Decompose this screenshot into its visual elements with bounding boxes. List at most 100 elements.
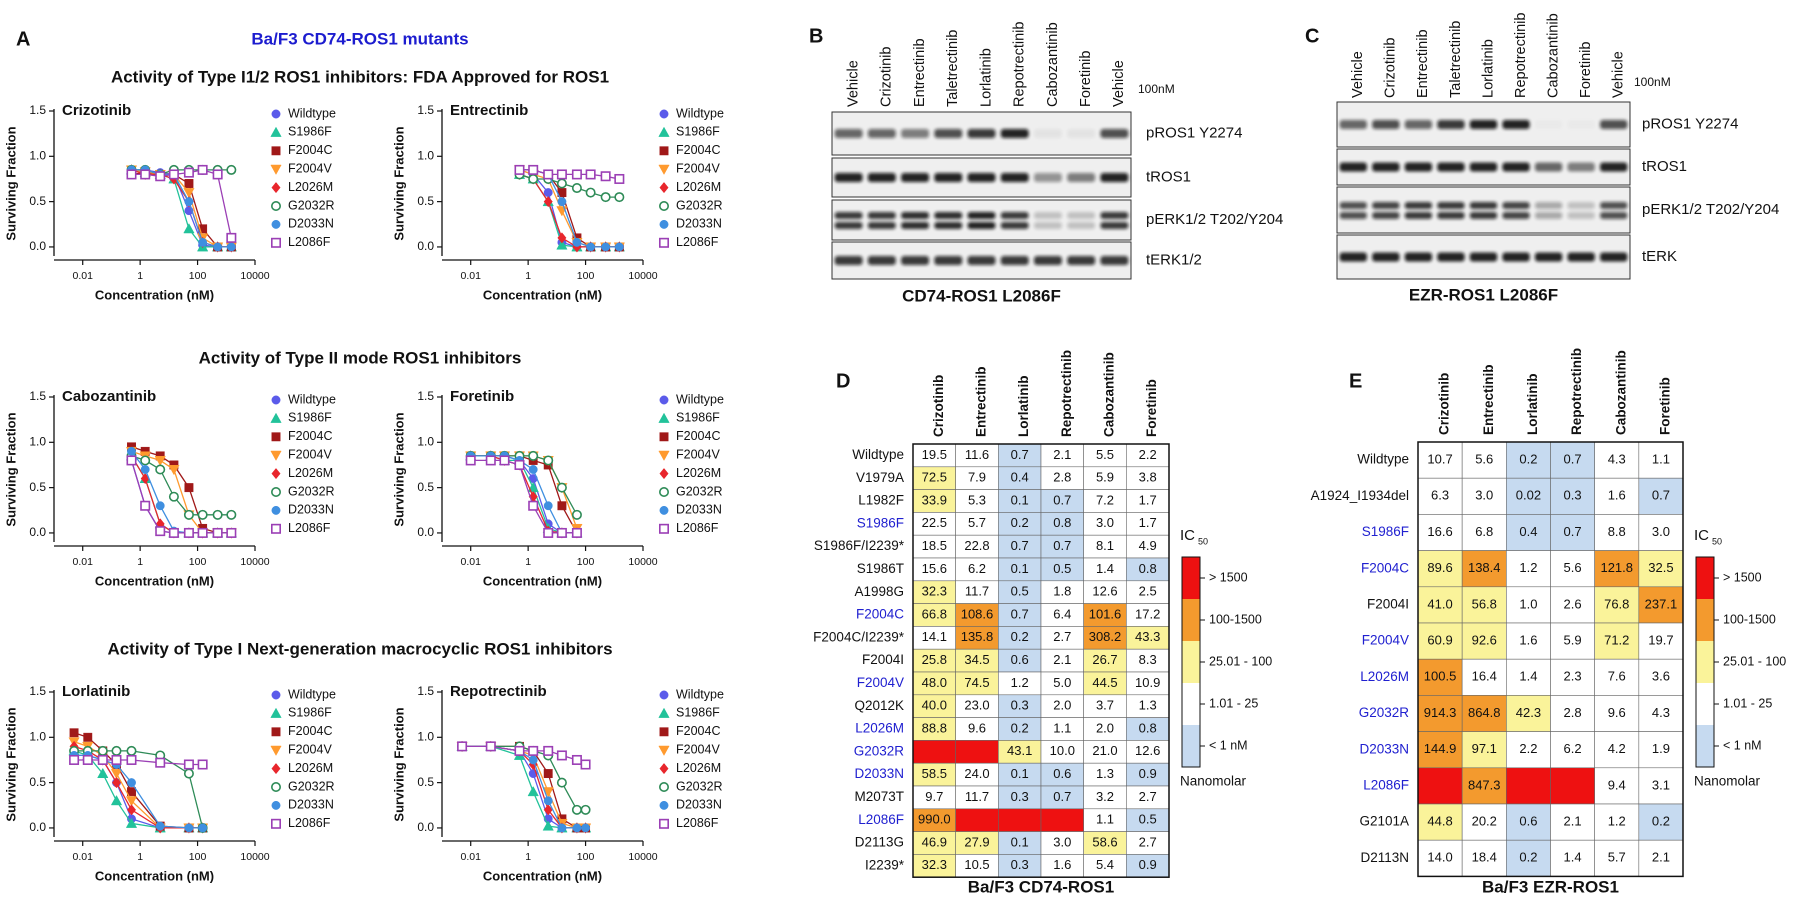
blot-band: [1372, 162, 1400, 172]
legend-marker: [659, 690, 669, 700]
data-point: [528, 173, 539, 184]
x-tick-label: 10000: [628, 270, 657, 282]
legend-marker: [659, 505, 669, 515]
legend-label: L2086F: [676, 235, 719, 249]
cell-value: 32.5: [1648, 560, 1673, 575]
blot-band: [1502, 162, 1530, 172]
blot-band: [1534, 162, 1563, 172]
legend-label: G2032R: [288, 484, 335, 498]
cell: [1594, 622, 1640, 660]
legend-title-sub: 50: [1198, 536, 1208, 546]
cell-value: 0.1: [1011, 834, 1029, 849]
cell-value: 46.9: [922, 834, 947, 849]
blot-band: [1033, 212, 1062, 219]
data-point: [126, 455, 137, 466]
legend-marker: [658, 164, 670, 175]
cell-value: 0.2: [1519, 850, 1537, 865]
data-point: [197, 759, 208, 770]
cell-value: 33.9: [922, 492, 947, 507]
cell-value: 0.4: [1519, 524, 1537, 539]
cell: [1417, 550, 1463, 588]
cell: [1417, 839, 1463, 877]
y-tick-label: 0.0: [29, 525, 46, 539]
x-axis-label: Concentration (nM): [95, 287, 214, 302]
y-tick-label: 0.0: [417, 239, 434, 253]
chart-title: Crizotinib: [62, 102, 131, 119]
cell-value: 0.1: [1011, 766, 1029, 781]
data-point: [126, 745, 137, 756]
cell-value: 0.2: [1011, 720, 1029, 735]
series-line: [131, 169, 232, 248]
row-label: L2086F: [1363, 777, 1409, 792]
cell-value: 9.6: [968, 720, 986, 735]
cell-value: 864.8: [1468, 705, 1501, 720]
legend-label: L2086F: [288, 521, 331, 535]
cell: [955, 740, 999, 764]
cell-value: 5.0: [1053, 675, 1071, 690]
cell-value: 0.5: [1139, 812, 1157, 827]
x-tick-label: 0.01: [72, 851, 93, 863]
data-point: [528, 745, 539, 756]
y-tick-label: 1.5: [417, 103, 434, 117]
cell-value: 0.7: [1564, 524, 1582, 539]
y-tick-label: 0.0: [417, 525, 434, 539]
data-point: [556, 178, 567, 189]
y-tick-label: 0.0: [29, 820, 46, 834]
data-point: [83, 732, 93, 742]
cell-value: 0.3: [1564, 488, 1582, 503]
blot-band: [901, 129, 930, 138]
row-label: D2113N: [1360, 850, 1409, 865]
data-point: [543, 804, 553, 816]
legend-border: [1695, 556, 1715, 768]
data-point: [614, 192, 625, 203]
row-label: F2004V: [857, 675, 904, 690]
cell-value: 2.2: [1139, 447, 1157, 462]
data-point: [111, 745, 122, 756]
cell-value: 1.7: [1139, 515, 1157, 530]
cell-value: 1.1: [1652, 452, 1670, 467]
legend-label: D2033N: [676, 503, 722, 517]
data-point: [226, 527, 237, 538]
cell-value: 18.5: [922, 538, 947, 553]
cell-value: 7.2: [1096, 492, 1114, 507]
cell-value: 21.0: [1092, 743, 1117, 758]
data-point: [184, 483, 194, 493]
y-tick-label: 1.0: [417, 729, 434, 743]
data-point: [543, 196, 553, 208]
blot-band: [1567, 162, 1595, 172]
legend-label: L2026M: [288, 466, 333, 480]
x-tick-label: 0.01: [460, 851, 481, 863]
data-point: [155, 464, 166, 475]
lane-label: Vehicle: [1350, 51, 1366, 98]
cell: [955, 808, 999, 832]
data-point: [614, 242, 624, 252]
cell-value: 8.1: [1096, 538, 1114, 553]
cell: [1417, 658, 1463, 696]
cell-value: 32.3: [922, 584, 947, 599]
blot-band: [1600, 202, 1628, 209]
legend-title: IC: [1694, 527, 1709, 544]
cell-value: 7.6: [1608, 669, 1626, 684]
legend-marker: [270, 781, 281, 792]
cell-value: 26.7: [1092, 652, 1117, 667]
cell-value: 0.7: [1053, 538, 1071, 553]
cell-value: 10.7: [1427, 452, 1452, 467]
legend-swatch: [1182, 641, 1200, 683]
data-point: [111, 754, 122, 765]
data-point: [543, 501, 553, 511]
blot-band: [834, 173, 863, 182]
x-tick-label: 0.01: [460, 556, 481, 568]
cell-value: 1.6: [1519, 633, 1537, 648]
legend-label: D2033N: [676, 217, 722, 231]
data-point: [125, 796, 138, 807]
x-axis-label: Concentration (nM): [483, 573, 602, 588]
legend-label: 25.01 - 100: [1723, 654, 1786, 668]
series-line: [131, 169, 232, 248]
legend-label: F2004V: [676, 742, 720, 756]
blot-band: [834, 256, 863, 265]
data-point: [543, 188, 553, 198]
column-header: Lorlatinib: [1016, 376, 1031, 438]
cell: [1461, 586, 1507, 624]
data-point: [465, 455, 476, 466]
lane-label: Vehicle: [1111, 60, 1127, 107]
